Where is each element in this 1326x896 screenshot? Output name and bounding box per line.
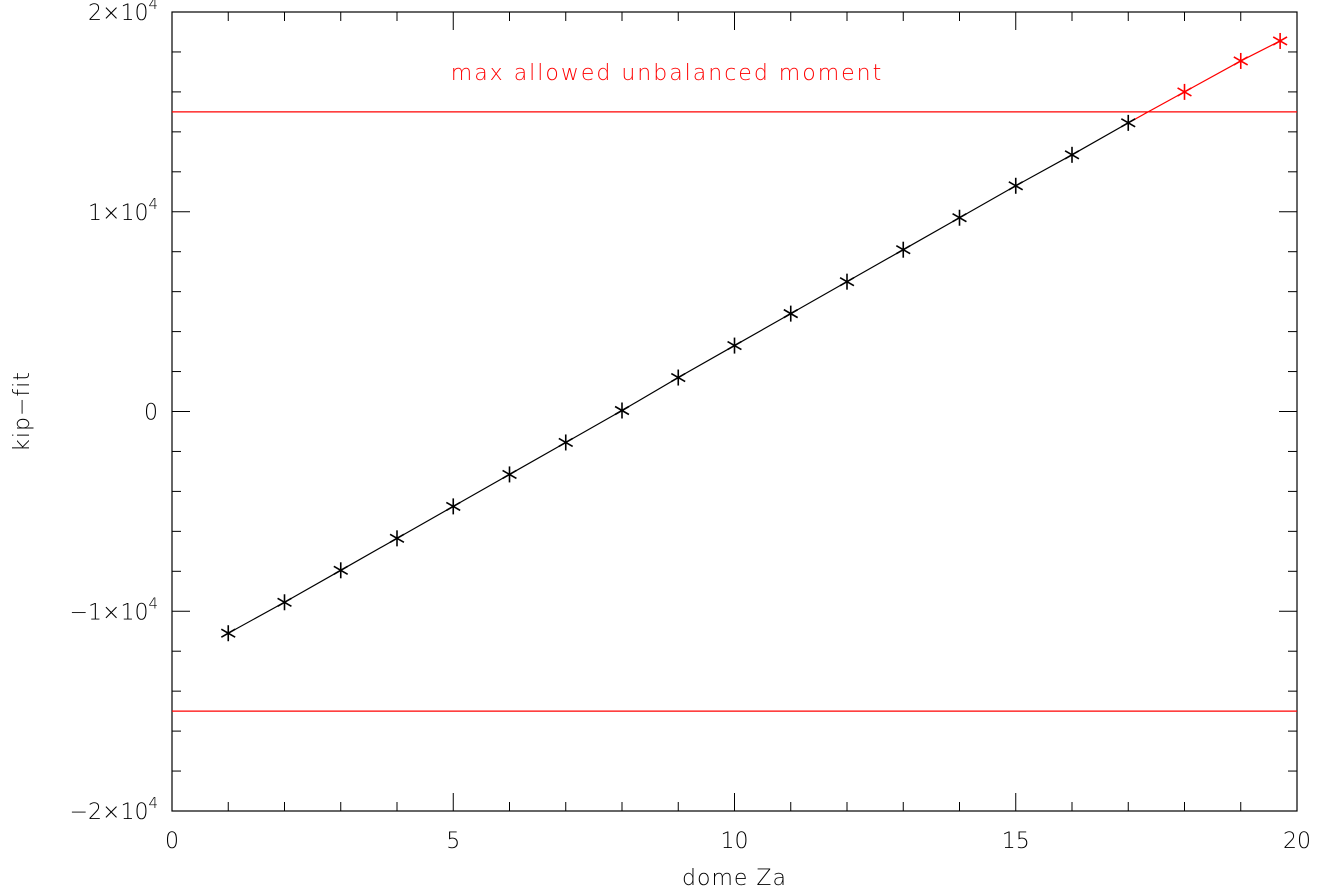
data-point bbox=[1272, 32, 1288, 49]
data-point bbox=[783, 305, 799, 322]
x-axis-title: dome Za bbox=[682, 866, 787, 891]
data-point bbox=[389, 530, 405, 547]
tick-labels: 0 5 10 15 20 −2×104 −1×104 0 1×104 2×104 bbox=[70, 0, 1311, 854]
axis-ticks bbox=[171, 11, 1298, 812]
annotations: max allowed unbalanced moment bbox=[451, 61, 883, 86]
threshold-lines bbox=[172, 111, 1297, 712]
x-tick-label: 10 bbox=[721, 829, 749, 854]
data-point bbox=[1233, 52, 1249, 69]
data-point bbox=[1064, 146, 1080, 163]
data-point bbox=[1008, 177, 1024, 194]
x-tick-label: 15 bbox=[1002, 829, 1030, 854]
data-point bbox=[1120, 114, 1136, 131]
axes-frame bbox=[171, 11, 1298, 812]
data-point bbox=[839, 273, 855, 290]
y-tick-label: 0 bbox=[144, 401, 158, 426]
x-tick-label: 0 bbox=[165, 829, 179, 854]
x-tick-label: 20 bbox=[1283, 829, 1311, 854]
annotation-label: max allowed unbalanced moment bbox=[451, 61, 883, 86]
data-series bbox=[220, 32, 1288, 642]
data-point bbox=[1177, 83, 1192, 100]
data-point bbox=[952, 209, 967, 226]
data-point bbox=[502, 466, 517, 483]
data-point bbox=[670, 369, 686, 386]
data-point bbox=[614, 402, 630, 419]
data-point bbox=[895, 241, 911, 258]
data-point bbox=[220, 625, 236, 642]
plot-frame bbox=[171, 11, 1298, 812]
y-tick-label: 2×104 bbox=[88, 0, 158, 26]
y-tick-label: −1×104 bbox=[70, 594, 158, 625]
series-line bbox=[1127, 40, 1281, 124]
y-tick-label: 1×104 bbox=[88, 195, 158, 226]
data-point bbox=[727, 337, 742, 354]
data-point bbox=[558, 434, 574, 451]
x-tick-label: 5 bbox=[446, 829, 460, 854]
y-tick-label: −2×104 bbox=[70, 794, 158, 825]
data-point bbox=[277, 594, 292, 611]
data-point bbox=[445, 498, 461, 515]
data-point bbox=[333, 562, 349, 579]
y-axis-title: kip−fit bbox=[10, 371, 35, 452]
